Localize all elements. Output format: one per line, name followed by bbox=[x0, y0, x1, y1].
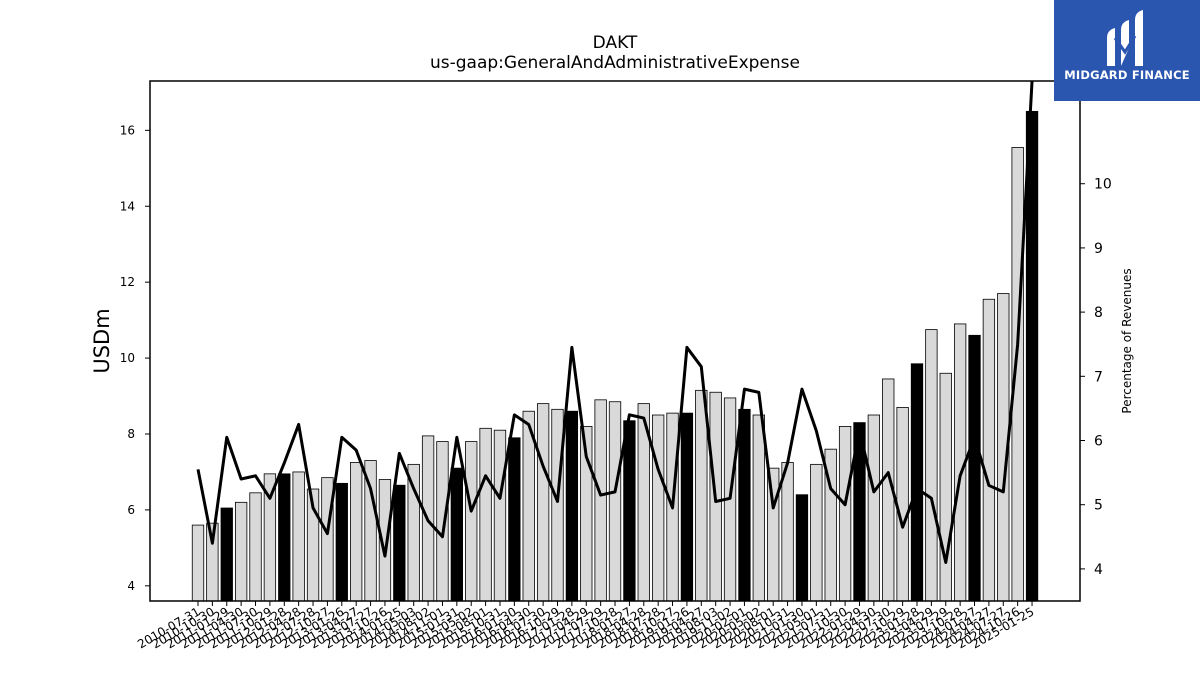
x-axis: 2010-07-312010-10-302011-01-292011-04-30… bbox=[135, 601, 1037, 651]
bar bbox=[910, 363, 924, 602]
chart-subtitle: us-gaap:GeneralAndAdministrativeExpense bbox=[430, 53, 800, 73]
chart-title: DAKT bbox=[593, 33, 638, 53]
bar bbox=[234, 501, 248, 602]
bar bbox=[939, 372, 952, 602]
bar bbox=[220, 507, 233, 602]
bar bbox=[680, 412, 694, 602]
bar-series bbox=[191, 110, 1039, 602]
brand-logo: MIDGARD FINANCE bbox=[1054, 0, 1200, 101]
brand-name: MIDGARD FINANCE bbox=[1064, 68, 1190, 82]
bar bbox=[551, 408, 564, 602]
bar bbox=[781, 462, 794, 602]
bar bbox=[536, 403, 550, 602]
y2-tick-label: 8 bbox=[1094, 305, 1103, 321]
y-tick-label: 16 bbox=[120, 123, 135, 137]
bar bbox=[838, 425, 852, 602]
bar bbox=[479, 427, 492, 602]
bar bbox=[436, 441, 449, 602]
midgard-m-icon bbox=[1107, 10, 1143, 66]
bar bbox=[608, 401, 622, 602]
bar bbox=[249, 492, 262, 602]
bar bbox=[594, 399, 607, 602]
bar bbox=[393, 484, 406, 602]
y2-axis-label: Percentage of Revenues bbox=[1120, 268, 1134, 413]
line-series bbox=[196, 80, 1034, 564]
bar bbox=[565, 410, 579, 602]
y-tick-label: 14 bbox=[120, 199, 135, 213]
line-path bbox=[196, 80, 1034, 564]
bar bbox=[292, 471, 305, 602]
bar bbox=[867, 414, 881, 602]
y-axis-left: 4 6 8 10 12 14 16 bbox=[120, 123, 150, 593]
bar bbox=[350, 462, 363, 602]
y2-tick-label: 7 bbox=[1094, 369, 1103, 385]
bar bbox=[968, 334, 981, 602]
y-tick-label: 8 bbox=[127, 427, 135, 441]
y-tick-label: 6 bbox=[127, 503, 135, 517]
y-axis-label: USDm bbox=[90, 308, 114, 373]
bar bbox=[1025, 110, 1039, 602]
y2-tick-label: 10 bbox=[1094, 177, 1112, 193]
bar bbox=[191, 524, 205, 602]
bar bbox=[810, 463, 823, 602]
bar bbox=[652, 414, 665, 602]
y-axis-right: 4 5 6 7 8 9 10 bbox=[1080, 177, 1112, 578]
bar bbox=[738, 408, 751, 602]
y2-tick-label: 6 bbox=[1094, 434, 1103, 450]
bar bbox=[450, 467, 463, 602]
y2-tick-label: 5 bbox=[1094, 498, 1103, 514]
bar bbox=[752, 414, 765, 602]
y-tick-label: 10 bbox=[120, 351, 135, 365]
bar bbox=[695, 389, 708, 602]
bar bbox=[795, 494, 809, 602]
bar bbox=[465, 441, 478, 602]
y2-tick-label: 4 bbox=[1094, 562, 1103, 578]
bar bbox=[896, 407, 909, 602]
bar bbox=[623, 420, 636, 602]
bar bbox=[508, 437, 521, 602]
bar bbox=[321, 477, 334, 602]
bar bbox=[335, 482, 348, 602]
bar bbox=[493, 429, 507, 602]
y2-tick-label: 9 bbox=[1094, 241, 1103, 257]
bar bbox=[925, 329, 938, 602]
y-tick-label: 12 bbox=[120, 275, 135, 289]
bar bbox=[982, 298, 996, 602]
bar bbox=[767, 467, 780, 602]
bar bbox=[278, 473, 291, 602]
y-tick-label: 4 bbox=[127, 579, 135, 593]
